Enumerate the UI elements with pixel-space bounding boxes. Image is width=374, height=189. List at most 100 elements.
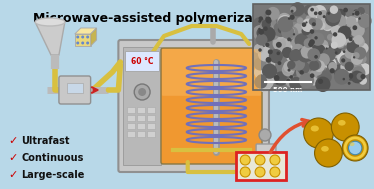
Circle shape [258, 20, 261, 23]
Circle shape [351, 53, 363, 65]
Circle shape [331, 16, 346, 31]
Circle shape [341, 58, 345, 63]
Circle shape [311, 32, 325, 46]
Text: Microwave-assisted polymerization: Microwave-assisted polymerization [33, 12, 280, 25]
Circle shape [327, 34, 334, 40]
Circle shape [273, 26, 286, 40]
Circle shape [330, 5, 338, 14]
Circle shape [326, 7, 341, 23]
Circle shape [322, 19, 334, 31]
Circle shape [289, 15, 295, 20]
Circle shape [270, 155, 280, 165]
Circle shape [304, 5, 314, 15]
Circle shape [240, 155, 250, 165]
Circle shape [358, 14, 372, 28]
Ellipse shape [338, 120, 346, 126]
Circle shape [303, 60, 309, 66]
Circle shape [334, 69, 350, 85]
Circle shape [309, 39, 315, 45]
Circle shape [281, 70, 292, 81]
Circle shape [310, 73, 315, 78]
Circle shape [240, 167, 250, 177]
FancyBboxPatch shape [162, 49, 261, 96]
Circle shape [318, 70, 332, 84]
Circle shape [351, 70, 363, 83]
Circle shape [276, 81, 279, 84]
Circle shape [292, 58, 305, 70]
Circle shape [285, 28, 293, 36]
Text: 500 nm: 500 nm [273, 87, 303, 93]
Circle shape [333, 32, 337, 37]
Circle shape [265, 16, 271, 22]
Circle shape [258, 28, 261, 30]
Circle shape [316, 51, 329, 64]
Circle shape [253, 25, 268, 40]
Circle shape [261, 60, 273, 72]
Circle shape [333, 64, 346, 78]
Circle shape [264, 8, 279, 23]
Circle shape [260, 23, 274, 37]
Circle shape [282, 64, 295, 77]
Circle shape [270, 167, 280, 177]
Ellipse shape [349, 142, 355, 146]
Circle shape [346, 42, 354, 50]
Circle shape [355, 19, 368, 32]
Circle shape [310, 8, 314, 12]
Circle shape [306, 21, 307, 23]
Circle shape [339, 31, 354, 45]
Circle shape [331, 41, 338, 49]
Circle shape [341, 28, 354, 41]
Circle shape [258, 48, 262, 52]
Circle shape [263, 50, 277, 64]
Text: Ultrafast: Ultrafast [21, 136, 70, 146]
FancyBboxPatch shape [161, 48, 262, 164]
Circle shape [276, 42, 282, 48]
Circle shape [353, 10, 361, 18]
Circle shape [258, 16, 263, 21]
Circle shape [280, 35, 289, 43]
Circle shape [355, 50, 365, 60]
Circle shape [281, 24, 289, 32]
Bar [137, 131, 145, 137]
Circle shape [314, 64, 321, 71]
Circle shape [331, 33, 346, 47]
Circle shape [320, 43, 331, 53]
Circle shape [265, 17, 276, 28]
Circle shape [361, 74, 366, 79]
Circle shape [348, 82, 351, 85]
Circle shape [260, 34, 269, 43]
Circle shape [289, 75, 293, 79]
Circle shape [349, 74, 353, 78]
Circle shape [339, 40, 348, 49]
Circle shape [303, 61, 313, 72]
Circle shape [268, 19, 277, 28]
Polygon shape [75, 28, 96, 34]
Bar [253, 4, 370, 90]
Circle shape [353, 56, 355, 59]
Circle shape [326, 47, 328, 50]
Circle shape [258, 50, 266, 58]
Circle shape [291, 2, 305, 16]
Circle shape [86, 36, 89, 39]
Circle shape [313, 5, 327, 19]
Circle shape [81, 42, 84, 44]
Circle shape [304, 46, 313, 55]
Circle shape [327, 12, 330, 15]
Circle shape [356, 73, 364, 80]
Circle shape [340, 60, 353, 73]
Circle shape [346, 29, 358, 41]
Circle shape [315, 36, 318, 40]
Circle shape [308, 70, 317, 80]
Circle shape [349, 38, 352, 41]
Circle shape [325, 11, 340, 26]
Circle shape [353, 52, 360, 59]
Circle shape [302, 78, 311, 87]
Circle shape [353, 15, 360, 22]
Circle shape [326, 12, 340, 26]
Circle shape [334, 31, 343, 40]
Circle shape [275, 15, 287, 27]
Circle shape [355, 72, 364, 81]
Circle shape [349, 63, 363, 77]
Circle shape [289, 42, 303, 55]
Circle shape [285, 26, 298, 39]
